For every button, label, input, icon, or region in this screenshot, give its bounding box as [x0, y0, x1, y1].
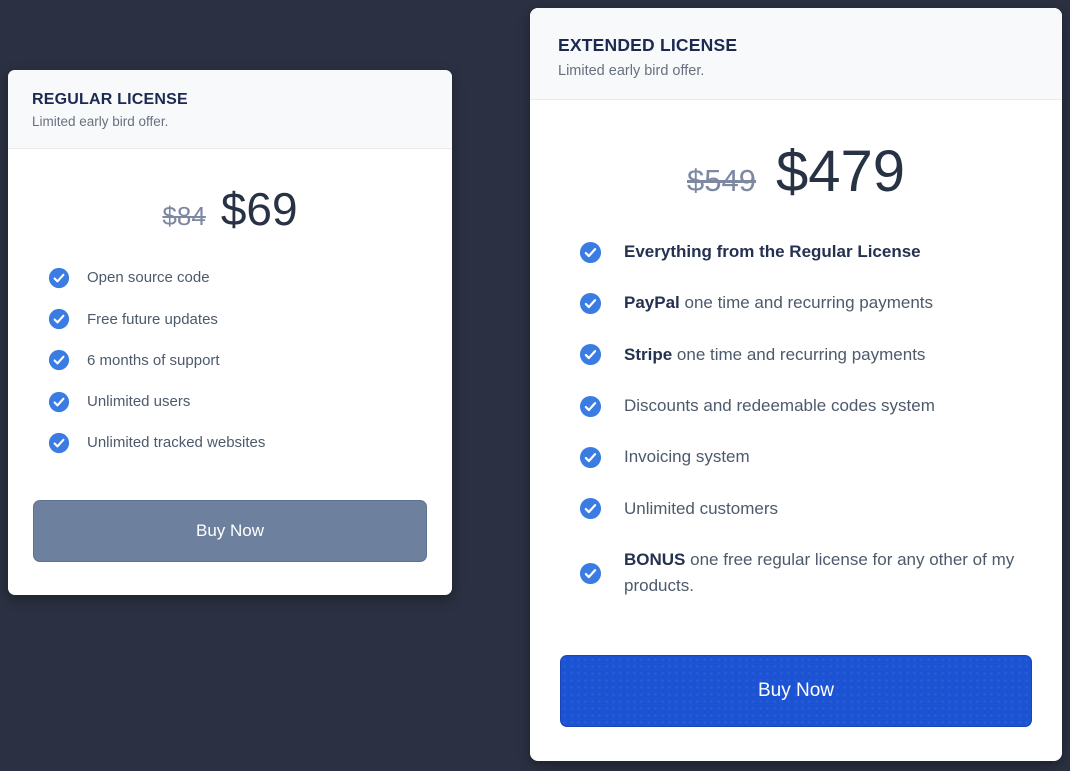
feature-text: Invoicing system — [624, 447, 750, 467]
feature-item: Unlimited customers — [579, 496, 1034, 522]
check-circle-icon — [579, 292, 602, 315]
feature-text: Unlimited users — [87, 393, 191, 411]
feature-text: Everything from the Regular License — [624, 241, 921, 261]
extended-license-card: EXTENDED LICENSE Limited early bird offe… — [530, 8, 1062, 761]
regular-card-title: REGULAR LICENSE — [32, 91, 188, 108]
feature-item: Free future updates — [48, 308, 428, 331]
feature-text: Unlimited tracked websites — [87, 434, 266, 452]
regular-current-price: $69 — [220, 183, 298, 235]
feature-item: 6 months of support — [48, 349, 428, 372]
extended-old-price: $549 — [687, 163, 756, 198]
extended-card-title: EXTENDED LICENSE — [558, 35, 738, 55]
feature-item: Stripe one time and recurring payments — [579, 342, 1034, 368]
extended-current-price: $479 — [775, 139, 905, 204]
feature-text: Free future updates — [87, 310, 218, 328]
feature-item: Unlimited tracked websites — [48, 431, 428, 454]
extended-features-list: Everything from the Regular License PayPa… — [579, 239, 1034, 600]
check-circle-icon — [48, 308, 70, 330]
feature-text: Stripe one time and recurring payments — [624, 344, 926, 364]
extended-card-subtitle: Limited early bird offer. — [558, 63, 705, 79]
check-circle-icon — [48, 432, 70, 454]
extended-card-header: EXTENDED LICENSE Limited early bird offe… — [530, 8, 1062, 100]
regular-features-list: Open source code Free future updates 6 mon… — [48, 266, 428, 454]
feature-item: PayPal one time and recurring payments — [579, 290, 1034, 316]
extended-price-row: $549 $479 — [530, 139, 1062, 204]
regular-buy-now-button[interactable]: Buy Now — [33, 499, 427, 562]
feature-item: BONUS one free regular license for any o… — [579, 547, 1034, 600]
check-circle-icon — [579, 497, 602, 520]
regular-card-header: REGULAR LICENSE Limited early bird offer… — [8, 70, 452, 149]
check-circle-icon — [579, 343, 602, 366]
feature-item: Everything from the Regular License — [579, 239, 1034, 265]
regular-price-row: $84 $69 — [8, 183, 452, 235]
regular-license-card: REGULAR LICENSE Limited early bird offer… — [8, 70, 452, 595]
feature-text: BONUS one free regular license for any o… — [624, 549, 1015, 596]
regular-card-subtitle: Limited early bird offer. — [32, 114, 169, 129]
feature-text: 6 months of support — [87, 351, 220, 369]
feature-text: Unlimited customers — [624, 498, 778, 518]
extended-buy-now-button[interactable]: Buy Now — [560, 654, 1032, 727]
regular-old-price: $84 — [162, 201, 206, 231]
check-circle-icon — [579, 241, 602, 264]
feature-text: Open source code — [87, 269, 210, 287]
feature-text: Discounts and redeemable codes system — [624, 395, 935, 415]
check-circle-icon — [579, 395, 602, 418]
check-circle-icon — [579, 446, 602, 469]
feature-item: Invoicing system — [579, 444, 1034, 470]
feature-item: Open source code — [48, 266, 428, 289]
check-circle-icon — [48, 349, 70, 371]
feature-text: PayPal one time and recurring payments — [624, 293, 934, 313]
check-circle-icon — [48, 391, 70, 413]
check-circle-icon — [579, 562, 602, 585]
check-circle-icon — [48, 267, 70, 289]
feature-item: Unlimited users — [48, 390, 428, 413]
feature-item: Discounts and redeemable codes system — [579, 393, 1034, 419]
